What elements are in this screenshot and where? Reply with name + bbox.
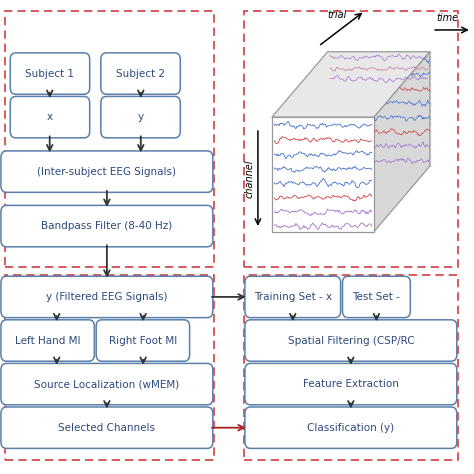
Text: time: time: [437, 13, 459, 23]
FancyBboxPatch shape: [245, 276, 341, 318]
FancyBboxPatch shape: [1, 364, 213, 405]
Text: x: x: [47, 112, 53, 122]
Polygon shape: [272, 52, 430, 117]
FancyBboxPatch shape: [1, 151, 213, 192]
FancyBboxPatch shape: [1, 276, 213, 318]
FancyBboxPatch shape: [10, 96, 90, 138]
Text: Classification (y): Classification (y): [307, 423, 394, 433]
Text: Subject 1: Subject 1: [26, 69, 74, 79]
Text: y (Filtered EEG Signals): y (Filtered EEG Signals): [46, 292, 168, 302]
Text: Right Foot MI: Right Foot MI: [109, 336, 177, 346]
FancyBboxPatch shape: [245, 364, 457, 405]
Polygon shape: [374, 52, 430, 232]
Text: Training Set - x: Training Set - x: [254, 292, 332, 302]
FancyBboxPatch shape: [101, 53, 180, 94]
Bar: [5, 275, 214, 460]
Text: Bandpass Filter (8-40 Hz): Bandpass Filter (8-40 Hz): [41, 221, 173, 231]
Text: Subject 2: Subject 2: [116, 69, 165, 79]
Text: Left Hand MI: Left Hand MI: [15, 336, 81, 346]
FancyBboxPatch shape: [1, 407, 213, 448]
FancyBboxPatch shape: [101, 96, 180, 138]
Text: Test Set -: Test Set -: [353, 292, 401, 302]
FancyBboxPatch shape: [245, 320, 457, 361]
FancyBboxPatch shape: [96, 320, 190, 361]
Text: channel: channel: [245, 159, 255, 198]
Polygon shape: [272, 117, 374, 232]
Text: Feature Extraction: Feature Extraction: [303, 379, 399, 389]
FancyBboxPatch shape: [10, 53, 90, 94]
Text: y: y: [137, 112, 144, 122]
Text: Spatial Filtering (CSP/RC: Spatial Filtering (CSP/RC: [288, 336, 414, 346]
FancyBboxPatch shape: [245, 407, 457, 448]
Text: Source Localization (wMEM): Source Localization (wMEM): [34, 379, 180, 389]
Text: Selected Channels: Selected Channels: [58, 423, 155, 433]
FancyBboxPatch shape: [1, 205, 213, 247]
Bar: [244, 11, 458, 267]
Bar: [5, 11, 214, 267]
Text: (Inter-subject EEG Signals): (Inter-subject EEG Signals): [37, 167, 176, 177]
FancyBboxPatch shape: [1, 320, 94, 361]
Text: trial: trial: [327, 10, 346, 20]
FancyBboxPatch shape: [343, 276, 410, 318]
Bar: [244, 275, 458, 460]
